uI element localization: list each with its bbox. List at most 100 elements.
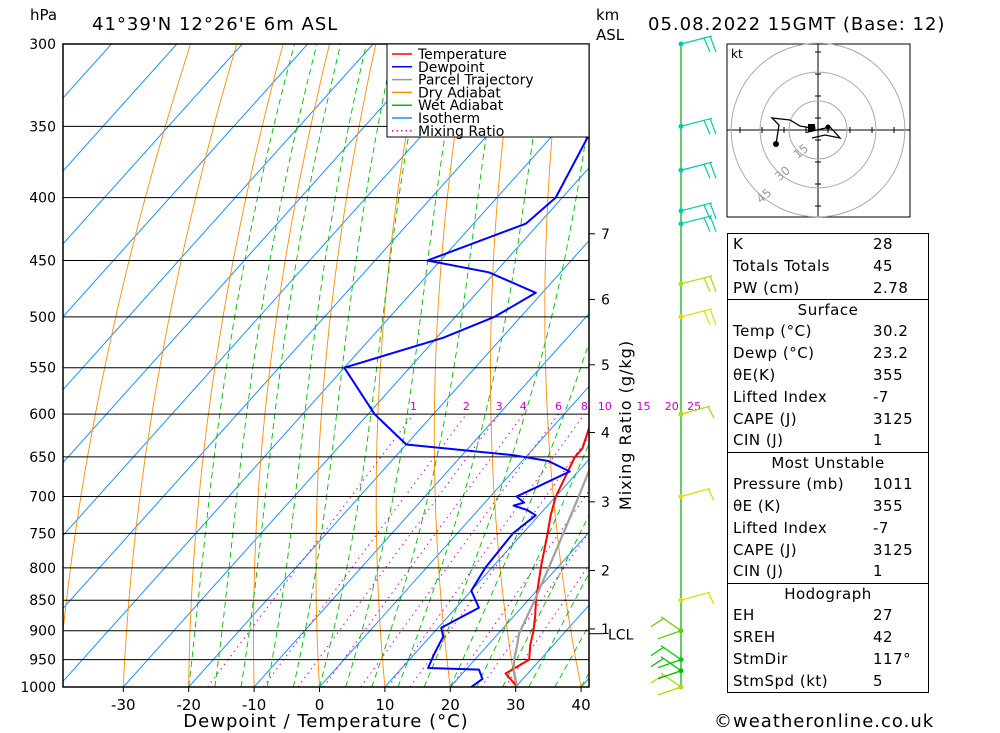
legend-box: [386, 43, 590, 138]
temp-tick-label: 40: [572, 696, 591, 714]
table-key: Dewp (°C): [733, 344, 815, 363]
table-key: CIN (J): [733, 431, 784, 450]
temperature-profile: [504, 425, 589, 687]
dewpoint-profile: [343, 132, 589, 687]
wind-barb-staff: [680, 202, 717, 220]
copyright: ©weatheronline.co.uk: [714, 711, 934, 732]
isotherm-line: [63, 44, 243, 245]
mixing-ratio-line: [480, 531, 589, 687]
wind-barb: [678, 161, 717, 179]
wind-barb-staff: [680, 117, 717, 135]
wind-barb-staff: [680, 308, 717, 326]
mixing-ratio-line: [450, 490, 589, 687]
isotherm-line: [63, 44, 374, 391]
mixing-ratio-line: [262, 413, 467, 687]
pressure-tick-label: 450: [29, 254, 56, 270]
storm-motion-marker: [808, 124, 815, 131]
wind-barb: [678, 202, 717, 220]
table-value: 117°: [873, 649, 912, 668]
temp-tick-label: 10: [375, 696, 394, 714]
wind-barb-staff: [650, 672, 682, 696]
mixing-ratio-line: [387, 413, 585, 687]
pressure-tick-label: 900: [29, 624, 56, 640]
table-key: CIN (J): [733, 562, 784, 581]
pressure-tick-label: 950: [29, 653, 56, 669]
pressure-tick-label: 850: [29, 593, 56, 609]
mixing-ratio-axis-label: Mixing Ratio (g/kg): [616, 340, 635, 510]
dry-adiabat-line: [375, 44, 423, 687]
km-label: 3: [601, 495, 610, 511]
table-value: 355: [873, 496, 904, 515]
wet-adiabat-line: [528, 572, 589, 687]
dry-adiabat-line: [490, 44, 517, 687]
isotherm-line: [188, 239, 589, 687]
wind-barb: [678, 487, 715, 501]
table-value: 3125: [873, 540, 914, 559]
table-value: 45: [873, 256, 894, 275]
legend-label: Dry Adiabat: [418, 85, 501, 101]
legend-label: Wet Adiabat: [418, 98, 504, 114]
table-key: Temp (°C): [733, 322, 812, 341]
table-value: 27: [873, 606, 894, 625]
isotherm-line: [63, 44, 309, 318]
wind-barb-staff: [680, 275, 717, 293]
isotherm-line: [449, 531, 589, 687]
legend-label: Mixing Ratio: [418, 124, 504, 140]
table-value: 5: [873, 671, 884, 690]
table-value: 355: [873, 365, 904, 384]
wind-barb-staff: [680, 405, 715, 419]
dry-adiabat-line: [932, 44, 1000, 687]
dry-adiabat-line: [63, 44, 191, 637]
km-label: 6: [601, 292, 610, 308]
mixing-ratio-label: 10: [598, 400, 612, 413]
mixing-ratio-line: [323, 413, 524, 687]
mixing-ratio-label: 4: [520, 400, 527, 413]
mixing-ratio-label: 2: [463, 400, 470, 413]
wind-barb-staff: [680, 487, 715, 501]
table-key: CAPE (J): [733, 409, 798, 428]
legend-label: Dewpoint: [418, 60, 485, 76]
pressure-tick-label: 800: [29, 561, 56, 577]
wind-barb: [678, 215, 717, 232]
wind-barb: [678, 405, 715, 419]
isotherm-line: [319, 385, 589, 687]
mixing-ratio-label: 25: [687, 400, 701, 413]
hodograph-unit-label: kt: [731, 47, 743, 61]
wet-adiabat-line: [214, 44, 318, 687]
isotherm-line: [253, 312, 589, 687]
isotherm-line: [63, 44, 178, 172]
wind-barb: [678, 308, 717, 326]
pressure-tick-label: 650: [29, 450, 56, 466]
isotherm-line: [63, 44, 505, 537]
pressure-tick-label: 750: [29, 526, 56, 542]
wet-adiabat-line: [292, 44, 395, 687]
mixing-ratio-label: 15: [636, 400, 650, 413]
table-value: 42: [873, 627, 894, 646]
temp-tick-label: 0: [315, 696, 325, 714]
km-label: 2: [601, 563, 610, 579]
pressure-tick-label: 300: [29, 37, 56, 53]
km-label: 5: [601, 358, 610, 374]
wind-barb-staff: [680, 215, 717, 232]
hodograph-section-title: Hodograph: [728, 583, 928, 605]
table-value: -7: [873, 387, 889, 406]
wet-adiabat-line: [423, 114, 589, 687]
hodograph-point: [825, 124, 831, 130]
mixing-ratio-line: [207, 413, 414, 687]
wind-barb: [650, 672, 684, 696]
lcl-label: LCL: [608, 628, 634, 644]
table-key: StmDir: [733, 649, 788, 668]
temp-tick-label: 20: [441, 696, 460, 714]
km-label: 1: [601, 622, 610, 638]
dry-adiabat-line: [649, 44, 712, 687]
wind-barb-staff: [680, 35, 717, 53]
pressure-tick-label: 500: [29, 310, 56, 326]
table-key: CAPE (J): [733, 540, 798, 559]
pressure-tick-label: 600: [29, 407, 56, 423]
table-key: Lifted Index: [733, 387, 828, 406]
pressure-tick-label: 550: [29, 361, 56, 377]
mixing-ratio-label: 20: [665, 400, 679, 413]
hodograph-ring: [730, 42, 906, 218]
most-unstable-section-title: Most Unstable: [728, 452, 928, 474]
